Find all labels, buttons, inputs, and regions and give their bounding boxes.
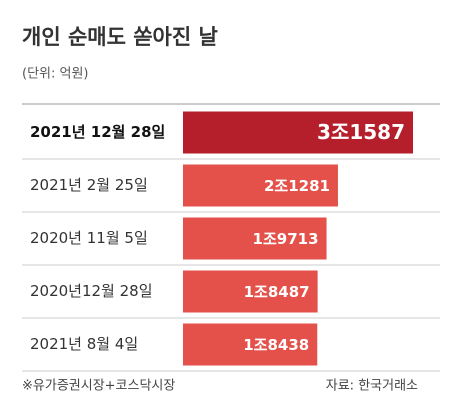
bar xyxy=(183,111,413,154)
value-label: 1조9713 xyxy=(253,230,319,248)
bar xyxy=(183,323,318,366)
value-label: 3조1587 xyxy=(317,120,405,144)
value-label: 1조8487 xyxy=(244,283,310,301)
value-label: 1조8438 xyxy=(243,336,309,354)
bar xyxy=(183,270,318,313)
chart-title: 개인 순매도 쏟아진 날 xyxy=(22,25,218,49)
category-label: 2021년 12월 28일 xyxy=(30,123,165,141)
category-label: 2021년 8월 4일 xyxy=(30,335,138,353)
source: 자료: 한국거래소 xyxy=(326,379,418,394)
value-label: 2조1281 xyxy=(264,177,330,195)
note: ※유가증권시장+코스닥시장 xyxy=(22,379,175,394)
category-label: 2020년12월 28일 xyxy=(30,282,153,300)
chart-subtitle: (단위: 억원) xyxy=(22,67,89,82)
category-label: 2021년 2월 25일 xyxy=(30,176,148,194)
bar xyxy=(183,217,327,260)
bar xyxy=(183,164,338,207)
category-label: 2020년 11월 5일 xyxy=(30,229,148,247)
